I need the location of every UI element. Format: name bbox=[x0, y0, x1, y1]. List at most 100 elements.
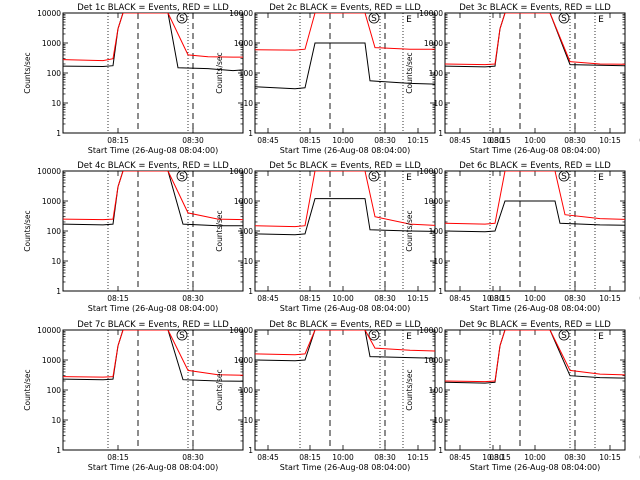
start-marker-label: S bbox=[561, 14, 567, 24]
x-tick-label: 10:30 bbox=[482, 294, 504, 303]
x-tick-label: 08:45 bbox=[257, 136, 279, 145]
events-series-line bbox=[63, 171, 243, 227]
y-axis-label: Counts/sec bbox=[405, 52, 414, 93]
panel-title: Det 8c BLACK = Events, RED = LLD bbox=[269, 320, 421, 330]
events-series-line bbox=[255, 42, 435, 90]
end-marker-label: E bbox=[598, 15, 604, 25]
x-axis-label: Start Time (26-Aug-08 08:04:00) bbox=[88, 463, 219, 472]
x-tick-label: 08:15 bbox=[299, 136, 321, 145]
y-tick-label: 10000 bbox=[37, 9, 61, 18]
start-marker-label: S bbox=[371, 331, 377, 341]
y-tick-label: 1 bbox=[438, 446, 443, 455]
start-marker-circle bbox=[558, 329, 570, 341]
x-tick-label: 08:30 bbox=[374, 453, 396, 462]
start-marker-label: S bbox=[561, 331, 567, 341]
lld-series-line bbox=[255, 13, 435, 51]
x-tick-label: 10:15 bbox=[407, 453, 429, 462]
y-tick-label: 10 bbox=[51, 99, 61, 108]
y-tick-label: 1000 bbox=[42, 356, 61, 365]
x-tick-label: 08:15 bbox=[107, 453, 129, 462]
y-tick-label: 1000 bbox=[234, 39, 253, 48]
y-tick-label: 10 bbox=[243, 257, 253, 266]
lld-series-line bbox=[445, 13, 625, 66]
y-tick-label: 1 bbox=[56, 287, 61, 296]
panel-title: Det 2c BLACK = Events, RED = LLD bbox=[269, 3, 421, 13]
y-axis-label: Counts/sec bbox=[405, 210, 414, 251]
events-series-line bbox=[445, 330, 625, 384]
start-marker-circle bbox=[176, 329, 188, 341]
events-series-line bbox=[445, 13, 625, 68]
x-tick-label: 10:30 bbox=[482, 453, 504, 462]
y-tick-label: 10 bbox=[433, 257, 443, 266]
y-tick-label: 10 bbox=[51, 257, 61, 266]
y-tick-label: 1 bbox=[248, 287, 253, 296]
x-tick-label: 10:15 bbox=[407, 136, 429, 145]
y-axis-label: Counts/sec bbox=[405, 369, 414, 410]
y-tick-label: 100 bbox=[429, 386, 444, 395]
x-tick-label: 10:15 bbox=[599, 453, 621, 462]
x-tick-label: 10:00 bbox=[524, 294, 546, 303]
y-tick-label: 1000 bbox=[42, 39, 61, 48]
y-axis-label: Counts/sec bbox=[23, 210, 32, 251]
start-marker-circle bbox=[368, 12, 380, 24]
x-tick-label: 10:15 bbox=[599, 136, 621, 145]
panel-title: Det 3c BLACK = Events, RED = LLD bbox=[459, 3, 611, 13]
y-tick-label: 1000 bbox=[42, 197, 61, 206]
x-tick-label: 10:00 bbox=[332, 136, 354, 145]
x-tick-label: 08:45 bbox=[449, 136, 471, 145]
x-tick-label: 08:45 bbox=[449, 294, 471, 303]
start-marker-label: S bbox=[371, 14, 377, 24]
y-tick-label: 1 bbox=[56, 129, 61, 138]
start-marker-circle bbox=[176, 12, 188, 24]
x-tick-label: 08:30 bbox=[564, 136, 586, 145]
y-tick-label: 100 bbox=[429, 227, 444, 236]
y-tick-label: 1000 bbox=[424, 197, 443, 206]
x-axis-label: Start Time (26-Aug-08 08:04:00) bbox=[280, 146, 411, 155]
panel-9: 1 10 100 1000 10000 08:15 08:30 08:45 10:00 10:15… bbox=[405, 320, 640, 472]
events-series-line bbox=[63, 13, 243, 72]
x-axis-label: Start Time (26-Aug-08 08:04:00) bbox=[88, 146, 219, 155]
x-axis-label: Start Time (26-Aug-08 08:04:00) bbox=[88, 304, 219, 313]
x-tick-label: 08:30 bbox=[182, 453, 204, 462]
events-series-line bbox=[255, 330, 435, 362]
panel-3: 1 10 100 1000 10000 08:15 08:30 08:45 10:00 10:15… bbox=[405, 3, 640, 155]
panel-title: Det 6c BLACK = Events, RED = LLD bbox=[459, 161, 611, 171]
plot-frame bbox=[444, 329, 626, 451]
panel-8: 1 10 100 1000 10000 08:15 08:30 08:45 10:00 10:15… bbox=[215, 320, 621, 472]
x-tick-label: 08:30 bbox=[564, 294, 586, 303]
panel-5: 1 10 100 1000 10000 08:15 08:30 08:45 10:00 10:15… bbox=[215, 161, 621, 313]
y-tick-label: 1000 bbox=[424, 39, 443, 48]
panel-title: Det 9c BLACK = Events, RED = LLD bbox=[459, 320, 611, 330]
y-tick-label: 10000 bbox=[229, 9, 253, 18]
x-tick-label: 10:15 bbox=[407, 294, 429, 303]
x-tick-label: 08:15 bbox=[299, 294, 321, 303]
y-tick-label: 100 bbox=[47, 386, 62, 395]
panel-6: 1 10 100 1000 10000 08:15 08:30 08:45 10:00 10:15… bbox=[405, 161, 640, 313]
lld-series-line bbox=[63, 171, 243, 221]
y-tick-label: 100 bbox=[239, 386, 254, 395]
panel-7: 1 10 100 1000 10000 08:15 08:30 08:45 10:00 10:15… bbox=[23, 320, 504, 472]
lld-series-line bbox=[63, 330, 243, 378]
lld-series-line bbox=[445, 330, 625, 383]
x-tick-label: 10:00 bbox=[524, 136, 546, 145]
end-marker-label: E bbox=[598, 332, 604, 342]
x-axis-label: Start Time (26-Aug-08 08:04:00) bbox=[280, 304, 411, 313]
y-tick-label: 10 bbox=[433, 416, 443, 425]
panel-title: Det 1c BLACK = Events, RED = LLD bbox=[77, 3, 229, 13]
y-tick-label: 10 bbox=[51, 416, 61, 425]
x-tick-label: 08:30 bbox=[182, 294, 204, 303]
y-axis-label: Counts/sec bbox=[23, 52, 32, 93]
y-tick-label: 10000 bbox=[229, 167, 253, 176]
y-tick-label: 1 bbox=[56, 446, 61, 455]
y-axis-label: Counts/sec bbox=[23, 369, 32, 410]
y-tick-label: 10 bbox=[433, 99, 443, 108]
y-tick-label: 1000 bbox=[424, 356, 443, 365]
y-axis-label: Counts/sec bbox=[215, 210, 224, 251]
x-tick-label: 08:30 bbox=[564, 453, 586, 462]
start-marker-label: S bbox=[179, 331, 185, 341]
events-series-line bbox=[445, 200, 625, 233]
panel-4: 1 10 100 1000 10000 08:15 08:30 08:45 10:00 10:15… bbox=[23, 161, 504, 313]
end-marker-label: E bbox=[406, 173, 412, 183]
lld-series-line bbox=[255, 171, 435, 228]
